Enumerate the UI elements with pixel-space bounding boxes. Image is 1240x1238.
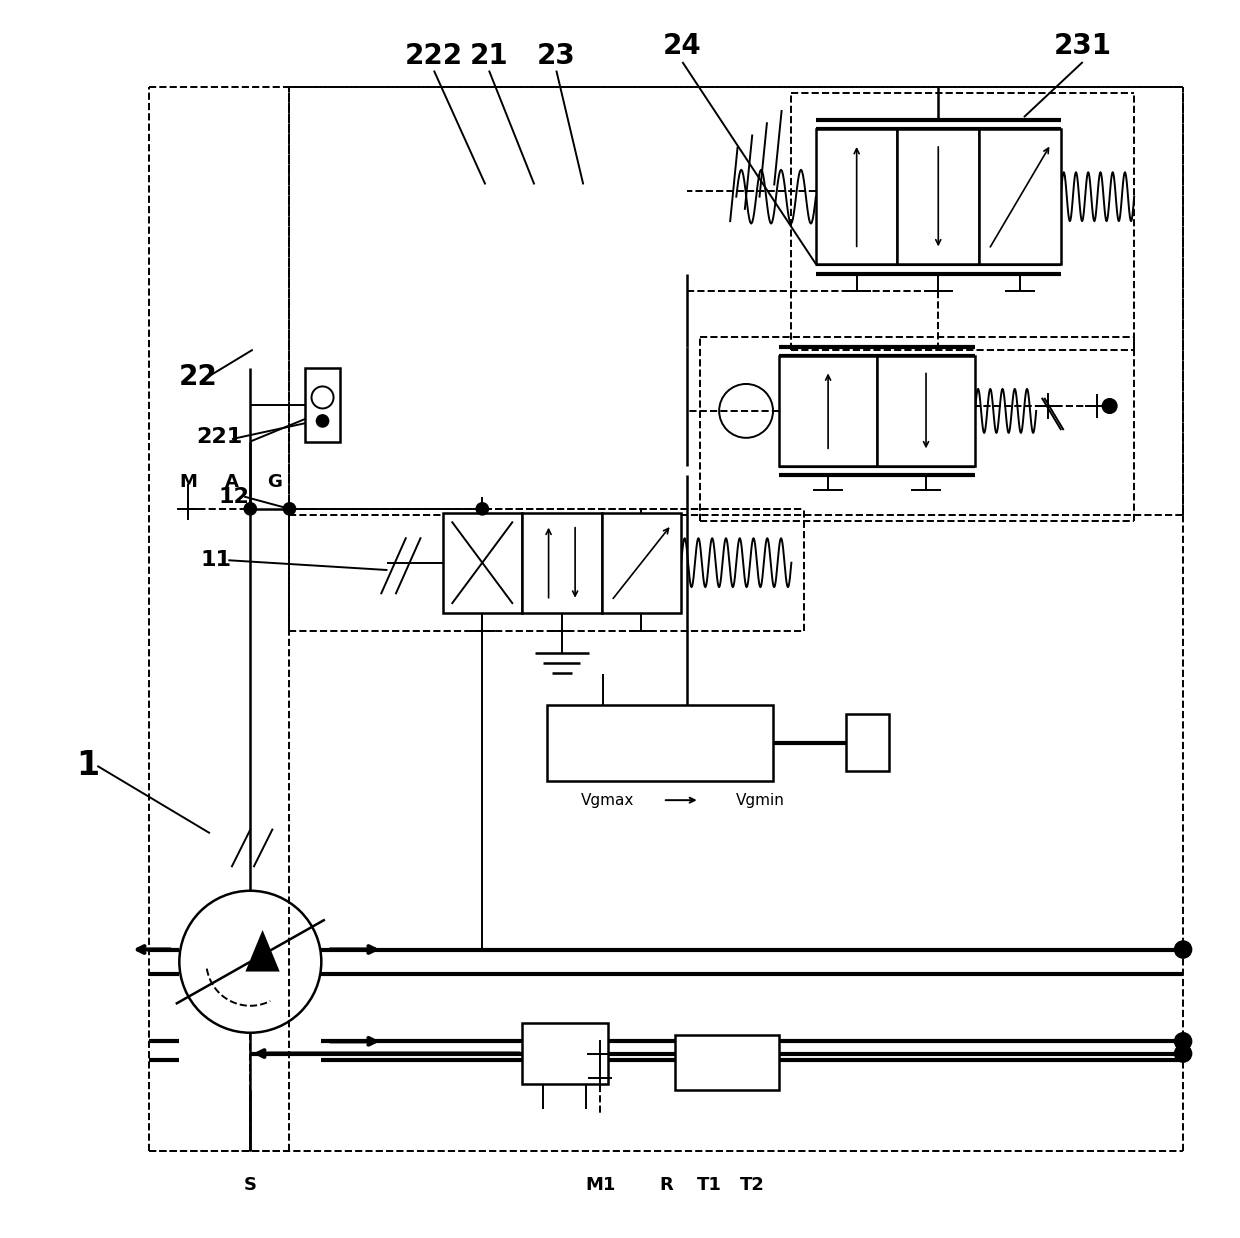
- Text: Vgmax: Vgmax: [582, 792, 635, 807]
- Text: Vgmin: Vgmin: [737, 792, 785, 807]
- Bar: [980, 129, 1060, 264]
- Bar: [675, 1035, 779, 1091]
- Text: A: A: [224, 473, 239, 491]
- Circle shape: [1174, 941, 1192, 958]
- Text: G: G: [268, 473, 283, 491]
- Circle shape: [1174, 1045, 1192, 1062]
- Text: T1: T1: [697, 1176, 722, 1193]
- Text: 24: 24: [663, 32, 702, 61]
- Text: R: R: [660, 1176, 673, 1193]
- Circle shape: [244, 503, 257, 515]
- Bar: [443, 513, 522, 613]
- Bar: [779, 355, 877, 465]
- Circle shape: [316, 415, 329, 427]
- Text: 23: 23: [537, 42, 575, 69]
- Text: M1: M1: [585, 1176, 615, 1193]
- Bar: [601, 513, 681, 613]
- Bar: [547, 704, 773, 781]
- Circle shape: [1174, 1032, 1192, 1050]
- Text: 12: 12: [219, 487, 249, 506]
- Bar: [898, 129, 980, 264]
- Bar: [522, 1023, 608, 1084]
- Bar: [816, 129, 898, 264]
- Text: 222: 222: [405, 42, 463, 69]
- Circle shape: [476, 503, 489, 515]
- Text: 22: 22: [179, 363, 217, 391]
- Bar: [877, 355, 975, 465]
- Text: S: S: [244, 1176, 257, 1193]
- Bar: [305, 368, 340, 442]
- Bar: [847, 714, 889, 771]
- Circle shape: [1102, 399, 1117, 413]
- Text: 231: 231: [1054, 32, 1112, 61]
- Polygon shape: [246, 930, 280, 972]
- Text: 21: 21: [470, 42, 508, 69]
- Text: T2: T2: [740, 1176, 765, 1193]
- Text: 1: 1: [76, 749, 99, 782]
- Text: 11: 11: [201, 550, 232, 571]
- Circle shape: [284, 503, 295, 515]
- Text: M: M: [179, 473, 197, 491]
- Text: 221: 221: [197, 427, 243, 447]
- Bar: [522, 513, 601, 613]
